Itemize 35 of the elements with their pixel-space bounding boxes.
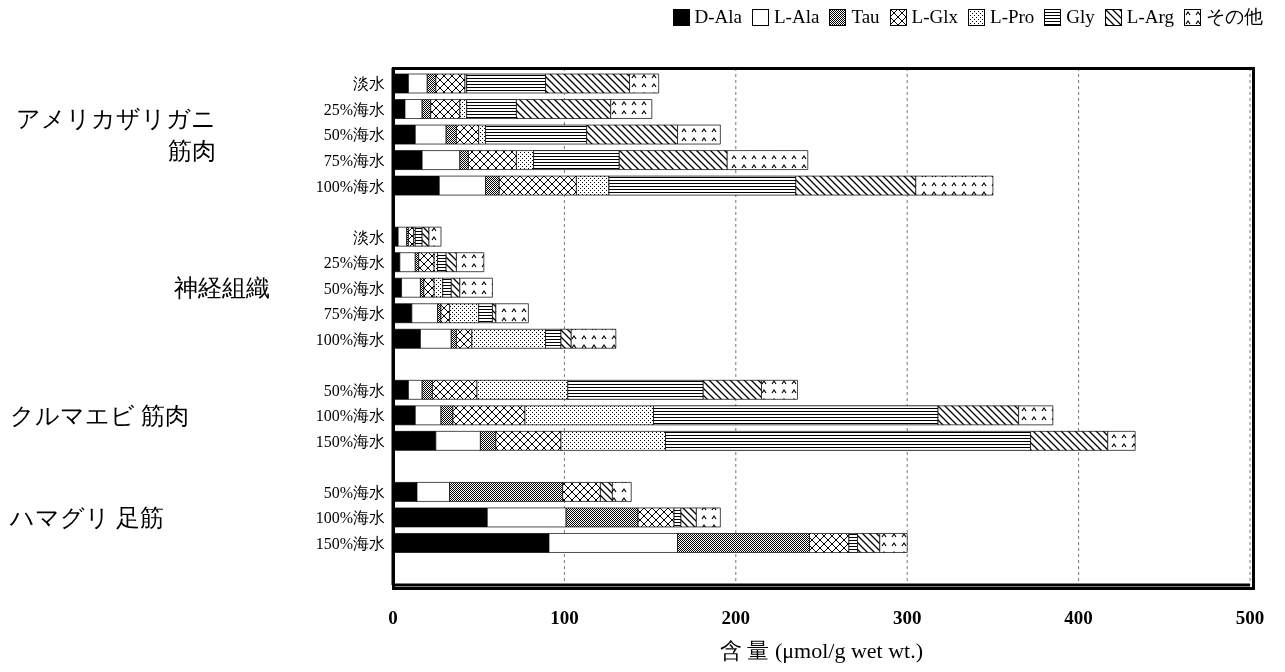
- x-axis-title: 含 量 (μmol/g wet wt.): [719, 638, 924, 663]
- legend-label: Gly: [1066, 6, 1095, 28]
- y-tick-label: 75%海水: [323, 152, 385, 170]
- text: ハマグリ 足筋: [10, 503, 165, 533]
- y-tick-label: 100%海水: [315, 407, 385, 425]
- legend-label: その他: [1206, 5, 1263, 29]
- legend-label: L-Glx: [911, 6, 959, 28]
- x-tick-label: 0: [388, 607, 398, 629]
- y-tick-label: 150%海水: [315, 534, 385, 552]
- y-tick-label: 50%海水: [323, 126, 385, 144]
- y-tick-label: 淡水: [353, 75, 385, 93]
- y-tick-label: 100%海水: [315, 330, 385, 348]
- x-tick-label: 300: [892, 607, 922, 629]
- y-tick-label: 100%海水: [315, 509, 385, 527]
- y-tick-label: 25%海水: [323, 100, 385, 118]
- text: アメリカザリガニ筋肉: [15, 104, 217, 166]
- y-tick-label: 淡水: [353, 228, 385, 246]
- y-tick-label: 100%海水: [315, 177, 385, 195]
- x-tick-label: 500: [1235, 607, 1265, 629]
- legend-label: D-Ala: [694, 6, 742, 28]
- y-tick-label: 75%海水: [323, 305, 385, 323]
- y-tick-label: 25%海水: [323, 254, 385, 272]
- legend-label: L-Pro: [990, 6, 1035, 28]
- y-tick-label: 150%海水: [315, 432, 385, 450]
- legend-label: L-Ala: [774, 6, 820, 28]
- legend-label: L-Arg: [1126, 6, 1174, 28]
- y-tick-label: 50%海水: [323, 381, 385, 399]
- y-tick-label: 50%海水: [323, 279, 385, 297]
- legend-label: Tau: [851, 6, 880, 28]
- x-tick-label: 200: [721, 607, 751, 629]
- text: クルマエビ 筋肉: [10, 401, 190, 431]
- y-tick-label: 50%海水: [323, 483, 385, 501]
- x-tick-label: 400: [1064, 607, 1093, 629]
- x-tick-label: 100: [550, 607, 579, 629]
- text: 神経組織: [173, 273, 270, 303]
